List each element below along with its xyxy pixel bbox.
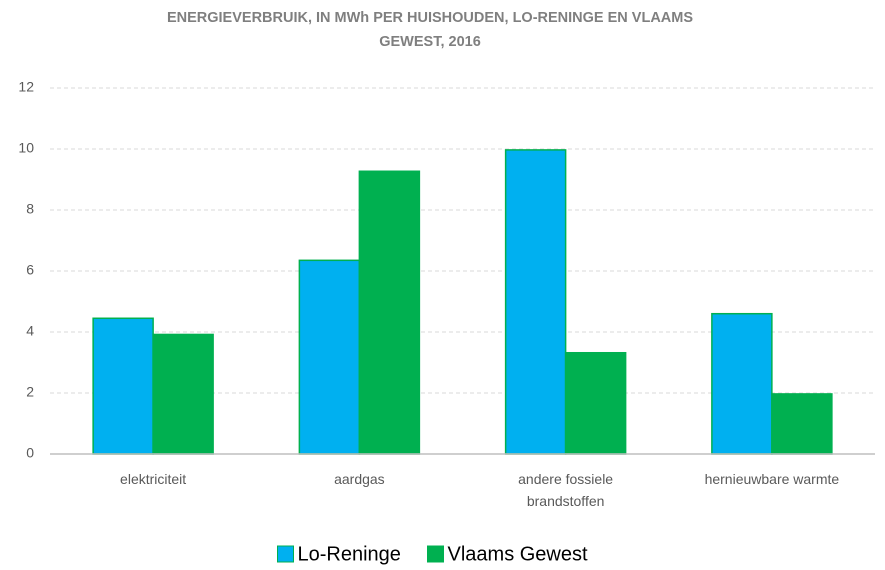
y-tick-label: 0 [26,445,34,461]
bar [298,259,361,455]
y-tick-label: 2 [26,384,34,400]
x-tick-label: elektriciteit [120,471,187,487]
bar [564,351,627,455]
chart-title: ENERGIEVERBRUIK, IN MWh PER HUISHOUDEN, … [166,10,694,50]
bar [504,149,567,455]
y-tick-label: 6 [26,262,34,278]
legend-label: Lo-Reninge [298,543,401,565]
bar [358,170,421,455]
bar [711,312,773,455]
y-tick-label: 12 [18,79,34,95]
bar [771,393,833,455]
bar [152,333,214,455]
bar [92,317,154,455]
x-tick-label: andere fossiele brandstoffen [518,471,614,509]
y-tick-label: 10 [18,140,34,156]
x-tick-label: hernieuwbare warmte [704,471,840,487]
y-tick-label: 8 [26,201,34,217]
x-tick-label: aardgas [334,471,385,487]
legend-label: Vlaams Gewest [448,543,588,565]
y-tick-label: 4 [26,323,34,339]
legend-swatch [427,545,444,563]
legend-swatch [277,545,294,563]
